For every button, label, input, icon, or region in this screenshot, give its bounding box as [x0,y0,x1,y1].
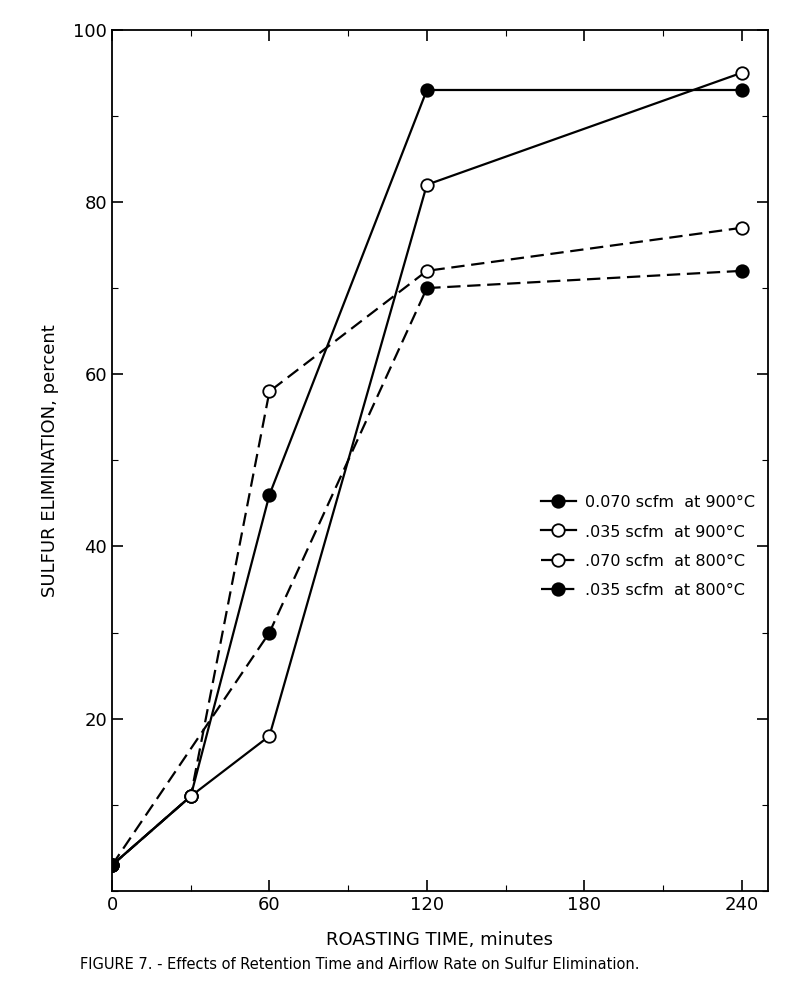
Legend: 0.070 scfm  at 900°C, .035 scfm  at 900°C, .070 scfm  at 800°C, .035 scfm  at 80: 0.070 scfm at 900°C, .035 scfm at 900°C,… [533,487,763,606]
X-axis label: ROASTING TIME, minutes: ROASTING TIME, minutes [326,931,554,948]
Text: FIGURE 7. - Effects of Retention Time and Airflow Rate on Sulfur Elimination.: FIGURE 7. - Effects of Retention Time an… [80,957,639,972]
Y-axis label: SULFUR ELIMINATION, percent: SULFUR ELIMINATION, percent [42,324,59,597]
